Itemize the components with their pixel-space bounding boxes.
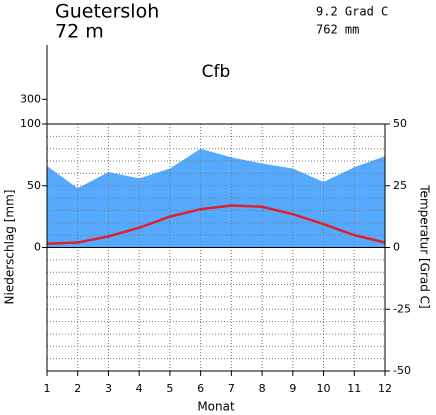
y-tick-label: 0 xyxy=(34,241,41,254)
x-tick-label: 2 xyxy=(74,382,81,395)
x-tick-label: 9 xyxy=(289,382,296,395)
x-tick-label: 5 xyxy=(166,382,173,395)
x-tick-label: 7 xyxy=(228,382,235,395)
y-tick-label: 300 xyxy=(20,92,41,105)
y-tick-label: 50 xyxy=(27,179,41,192)
annotation: Cfb xyxy=(202,62,231,82)
x-tick-label: 12 xyxy=(378,382,392,395)
y2-axis-label: Temperatur [Grad C] xyxy=(418,184,432,308)
y2-tick-label: -25 xyxy=(393,302,411,315)
chart-subtitle: 72 m xyxy=(55,21,104,43)
annotation: 9.2 Grad C xyxy=(316,5,388,19)
y-tick-label: 100 xyxy=(20,117,41,130)
chart-title: Guetersloh xyxy=(55,1,159,23)
annotation: 762 mm xyxy=(316,23,359,37)
x-tick-label: 10 xyxy=(317,382,331,395)
y2-tick-label: -50 xyxy=(393,364,411,377)
x-axis-label: Monat xyxy=(197,400,235,414)
x-tick-label: 4 xyxy=(136,382,143,395)
x-tick-label: 3 xyxy=(105,382,112,395)
x-tick-label: 1 xyxy=(44,382,51,395)
y2-tick-label: 0 xyxy=(393,241,400,254)
y2-tick-label: 25 xyxy=(393,179,407,192)
y2-tick-label: 50 xyxy=(393,117,407,130)
x-tick-label: 6 xyxy=(197,382,204,395)
temperature-line xyxy=(46,204,386,246)
x-tick-label: 11 xyxy=(347,382,361,395)
y-axis-label: Niederschlag [mm] xyxy=(3,190,17,305)
x-tick-label: 8 xyxy=(259,382,266,395)
